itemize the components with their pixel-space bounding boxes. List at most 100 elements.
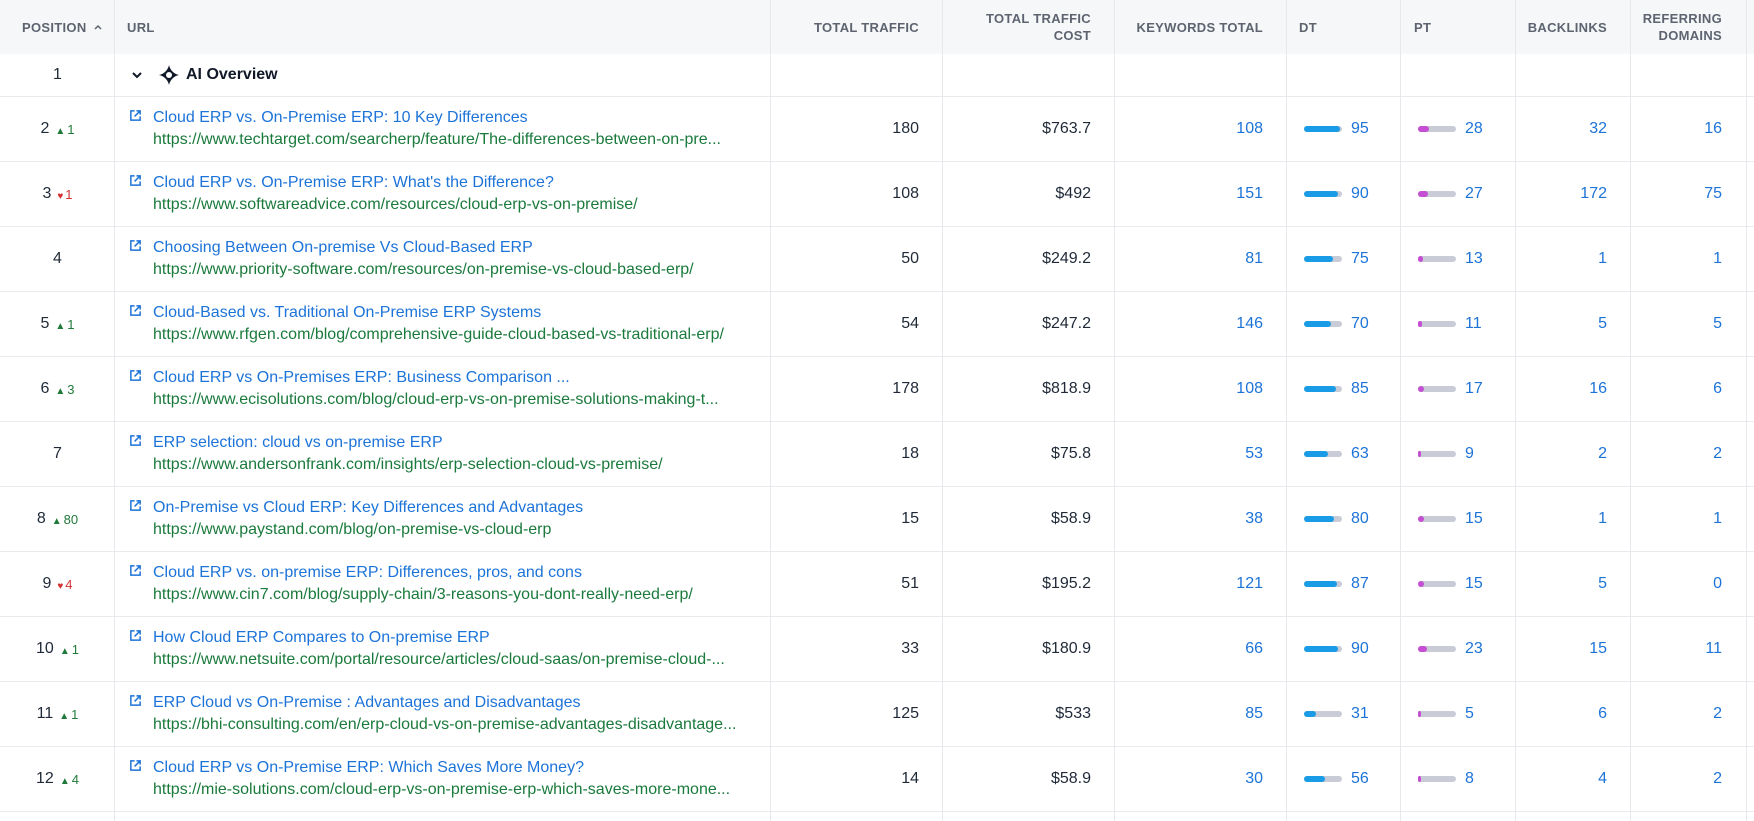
- table-row[interactable]: 2 ▲ 1 Cloud ERP vs. On-Premise ERP: 10 Key …: [0, 97, 1754, 162]
- result-title-link[interactable]: ERP selection: cloud vs on-premise ERP: [153, 434, 443, 451]
- pt-cell[interactable]: 13: [1418, 227, 1483, 291]
- header-total-traffic[interactable]: TOTAL TRAFFIC: [770, 0, 919, 54]
- dt-cell[interactable]: 70: [1304, 292, 1369, 356]
- dt-cell[interactable]: 31: [1304, 682, 1369, 746]
- keywords-cell[interactable]: 38: [1245, 510, 1263, 527]
- dt-cell[interactable]: 95: [1304, 97, 1369, 161]
- pt-cell[interactable]: 15: [1418, 552, 1483, 616]
- keywords-cell[interactable]: 30: [1245, 770, 1263, 787]
- external-link-icon[interactable]: [129, 694, 142, 707]
- dt-cell[interactable]: 90: [1304, 162, 1369, 226]
- result-url[interactable]: https://www.rfgen.com/blog/comprehensive…: [153, 326, 724, 343]
- backlinks-cell[interactable]: 4: [1598, 770, 1607, 787]
- dt-cell[interactable]: 75: [1304, 227, 1369, 291]
- dt-cell[interactable]: 80: [1304, 487, 1369, 551]
- pt-cell[interactable]: 9: [1418, 422, 1474, 486]
- table-row[interactable]: 11 ▲ 1 ERP Cloud vs On-Premise : Advantages…: [0, 682, 1754, 747]
- result-url[interactable]: https://www.techtarget.com/searcherp/fea…: [153, 131, 721, 148]
- table-row[interactable]: 3 ♥ 1 Cloud ERP vs. On-Premise ERP: What's …: [0, 162, 1754, 227]
- external-link-icon[interactable]: [129, 759, 142, 772]
- referring-domains-cell[interactable]: 11: [1705, 640, 1722, 657]
- backlinks-cell[interactable]: 32: [1589, 120, 1607, 137]
- backlinks-cell[interactable]: 16: [1589, 380, 1607, 397]
- keywords-cell[interactable]: 85: [1245, 705, 1263, 722]
- result-title-link[interactable]: Cloud-Based vs. Traditional On-Premise E…: [153, 304, 542, 321]
- external-link-icon[interactable]: [129, 564, 142, 577]
- external-link-icon[interactable]: [129, 629, 142, 642]
- dt-cell[interactable]: 87: [1304, 552, 1369, 616]
- chevron-down-icon[interactable]: [130, 68, 144, 82]
- result-title-link[interactable]: Cloud ERP vs On-Premises ERP: Business C…: [153, 369, 570, 386]
- external-link-icon[interactable]: [129, 239, 142, 252]
- pt-cell[interactable]: 15: [1418, 487, 1483, 551]
- header-backlinks[interactable]: BACKLINKS: [1520, 0, 1607, 54]
- referring-domains-cell[interactable]: 2: [1713, 445, 1722, 462]
- table-row[interactable]: 7 ERP selection: cloud vs on-premise ERP h…: [0, 422, 1754, 487]
- result-url[interactable]: https://www.priority-software.com/resour…: [153, 261, 694, 278]
- referring-domains-cell[interactable]: 16: [1704, 120, 1722, 137]
- header-referring-domains[interactable]: REFERRING DOMAINS: [1640, 0, 1722, 54]
- referring-domains-cell[interactable]: 75: [1704, 185, 1722, 202]
- keywords-cell[interactable]: 81: [1245, 250, 1263, 267]
- header-total-traffic-cost[interactable]: TOTAL TRAFFIC COST: [942, 0, 1091, 54]
- backlinks-cell[interactable]: 6: [1598, 705, 1607, 722]
- pt-cell[interactable]: 27: [1418, 162, 1483, 226]
- referring-domains-cell[interactable]: 5: [1713, 315, 1722, 332]
- result-url[interactable]: https://www.paystand.com/blog/on-premise…: [153, 521, 552, 538]
- dt-cell[interactable]: 63: [1304, 422, 1369, 486]
- table-row[interactable]: 9 ♥ 4 Cloud ERP vs. on-premise ERP: Differe…: [0, 552, 1754, 617]
- referring-domains-cell[interactable]: 6: [1713, 380, 1722, 397]
- external-link-icon[interactable]: [129, 174, 142, 187]
- referring-domains-cell[interactable]: 1: [1713, 510, 1722, 527]
- result-title-link[interactable]: Cloud ERP vs. On-Premise ERP: What's the…: [153, 174, 554, 191]
- result-url[interactable]: https://www.ecisolutions.com/blog/cloud-…: [153, 391, 719, 408]
- referring-domains-cell[interactable]: 2: [1713, 770, 1722, 787]
- result-title-link[interactable]: ERP Cloud vs On-Premise : Advantages and…: [153, 694, 581, 711]
- header-dt[interactable]: DT: [1299, 0, 1379, 54]
- dt-cell[interactable]: 85: [1304, 357, 1369, 421]
- header-keywords-total[interactable]: KEYWORDS TOTAL: [1114, 0, 1263, 54]
- external-link-icon[interactable]: [129, 369, 142, 382]
- keywords-cell[interactable]: 53: [1245, 445, 1263, 462]
- result-title-link[interactable]: Cloud ERP vs On-Premise ERP: Which Saves…: [153, 759, 584, 776]
- dt-cell[interactable]: 56: [1304, 747, 1369, 811]
- result-url[interactable]: https://mie-solutions.com/cloud-erp-vs-o…: [153, 781, 731, 798]
- backlinks-cell[interactable]: 5: [1598, 315, 1607, 332]
- result-title-link[interactable]: On-Premise vs Cloud ERP: Key Differences…: [153, 499, 584, 516]
- external-link-icon[interactable]: [129, 434, 142, 447]
- dt-cell[interactable]: 90: [1304, 617, 1369, 681]
- keywords-cell[interactable]: 151: [1236, 185, 1263, 202]
- referring-domains-cell[interactable]: 1: [1713, 250, 1722, 267]
- table-row[interactable]: 8 ▲ 80 On-Premise vs Cloud ERP: Key Differe…: [0, 487, 1754, 552]
- backlinks-cell[interactable]: 1: [1598, 510, 1607, 527]
- table-row[interactable]: 12 ▲ 4 Cloud ERP vs On-Premise ERP: Which S…: [0, 747, 1754, 812]
- result-url[interactable]: https://www.softwareadvice.com/resources…: [153, 196, 638, 213]
- result-url[interactable]: https://www.cin7.com/blog/supply-chain/3…: [153, 586, 693, 603]
- keywords-cell[interactable]: 121: [1236, 575, 1263, 592]
- pt-cell[interactable]: 17: [1418, 357, 1483, 421]
- backlinks-cell[interactable]: 5: [1598, 575, 1607, 592]
- header-pt[interactable]: PT: [1414, 0, 1494, 54]
- header-position[interactable]: POSITION: [22, 0, 112, 54]
- backlinks-cell[interactable]: 2: [1598, 445, 1607, 462]
- backlinks-cell[interactable]: 1: [1598, 250, 1607, 267]
- result-title-link[interactable]: How Cloud ERP Compares to On-premise ERP: [153, 629, 490, 646]
- pt-cell[interactable]: 11: [1418, 292, 1482, 356]
- pt-cell[interactable]: 5: [1418, 682, 1474, 746]
- keywords-cell[interactable]: 108: [1236, 380, 1263, 397]
- pt-cell[interactable]: 28: [1418, 97, 1483, 161]
- backlinks-cell[interactable]: 15: [1589, 640, 1607, 657]
- result-title-link[interactable]: Cloud ERP vs. On-Premise ERP: 10 Key Dif…: [153, 109, 528, 126]
- backlinks-cell[interactable]: 172: [1580, 185, 1607, 202]
- keywords-cell[interactable]: 146: [1236, 315, 1263, 332]
- external-link-icon[interactable]: [129, 499, 142, 512]
- table-row[interactable]: 6 ▲ 3 Cloud ERP vs On-Premises ERP: Busines…: [0, 357, 1754, 422]
- header-url[interactable]: URL: [127, 0, 327, 54]
- pt-cell[interactable]: 23: [1418, 617, 1483, 681]
- referring-domains-cell[interactable]: 0: [1713, 575, 1722, 592]
- external-link-icon[interactable]: [129, 109, 142, 122]
- external-link-icon[interactable]: [129, 304, 142, 317]
- result-url[interactable]: https://bhi-consulting.com/en/erp-cloud-…: [153, 716, 737, 733]
- result-url[interactable]: https://www.andersonfrank.com/insights/e…: [153, 456, 663, 473]
- ai-overview-row[interactable]: 1 AI Overview: [0, 54, 1754, 97]
